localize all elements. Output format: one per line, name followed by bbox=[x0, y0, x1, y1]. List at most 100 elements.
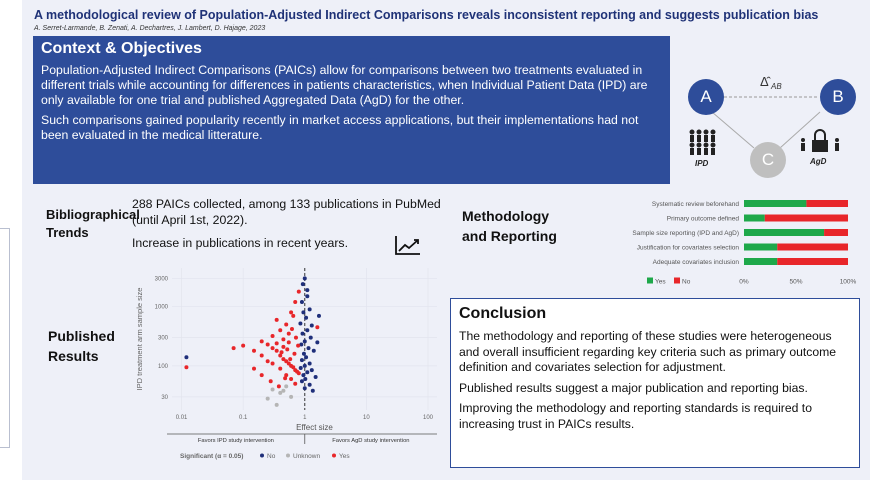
point-yes bbox=[281, 357, 286, 362]
conclusion-box: Conclusion The methodology and reporting… bbox=[450, 298, 860, 468]
link-ac bbox=[711, 111, 755, 149]
conclusion-paragraph-3: Improving the methodology and reporting … bbox=[459, 401, 812, 431]
point-unknown bbox=[265, 396, 270, 401]
bar-segment-no bbox=[777, 243, 848, 251]
point-unknown bbox=[278, 390, 283, 395]
y-tick-label: 100 bbox=[158, 364, 169, 370]
delta-subscript: AB bbox=[770, 82, 782, 91]
comparison-diagram: Δ̂ AB IPD AgD A B bbox=[672, 60, 862, 190]
y-tick-label: 300 bbox=[158, 336, 169, 342]
legend-label-no: No bbox=[682, 279, 691, 286]
point-yes bbox=[296, 289, 301, 294]
point-no bbox=[305, 294, 310, 299]
point-yes bbox=[286, 331, 291, 336]
point-yes bbox=[285, 347, 290, 352]
point-no bbox=[304, 355, 309, 360]
favors-left-label: Favors IPD study intervention bbox=[198, 438, 274, 444]
legend-marker-no bbox=[260, 453, 264, 458]
point-yes bbox=[288, 357, 293, 362]
point-no bbox=[298, 321, 303, 326]
favors-right-label: Favors AgD study intervention bbox=[332, 438, 409, 444]
legend-label-yes: Yes bbox=[339, 453, 350, 460]
trend-up-icon bbox=[395, 236, 420, 255]
legend-label-yes: Yes bbox=[655, 279, 666, 286]
point-no bbox=[302, 386, 307, 391]
point-yes bbox=[268, 379, 273, 384]
point-no bbox=[305, 328, 310, 333]
point-yes bbox=[296, 371, 301, 376]
point-yes bbox=[296, 343, 301, 348]
point-yes bbox=[259, 339, 264, 344]
point-yes bbox=[291, 365, 296, 370]
point-unknown bbox=[284, 384, 289, 389]
lock-icon bbox=[801, 129, 839, 152]
category-label: Sample size reporting (IPD and AgD) bbox=[632, 230, 739, 237]
point-yes bbox=[278, 328, 283, 333]
bar-segment-yes bbox=[744, 258, 778, 265]
point-yes bbox=[279, 350, 284, 355]
point-yes bbox=[259, 373, 264, 378]
category-label: Primary outcome defined bbox=[667, 216, 740, 223]
category-label: Justification for covariates selection bbox=[637, 245, 740, 252]
point-no bbox=[309, 368, 314, 373]
point-yes bbox=[291, 313, 296, 318]
point-no bbox=[301, 373, 306, 378]
point-no bbox=[299, 379, 304, 384]
bibliographical-trends-heading: Bibliographical Trends bbox=[46, 206, 140, 242]
tick-label: 100% bbox=[840, 279, 857, 286]
point-yes bbox=[270, 333, 275, 338]
legend-marker-unknown bbox=[286, 453, 290, 458]
bib-text-2: Increase in publications in recent years… bbox=[132, 236, 348, 250]
point-yes bbox=[289, 377, 294, 382]
point-unknown bbox=[270, 387, 275, 392]
point-yes bbox=[278, 353, 283, 358]
conclusion-heading: Conclusion bbox=[459, 305, 547, 322]
point-yes bbox=[252, 366, 257, 371]
point-no bbox=[299, 299, 304, 304]
bar-segment-yes bbox=[744, 243, 778, 251]
methodology-heading: Methodology and Reporting bbox=[462, 206, 557, 246]
tick-label: 50% bbox=[789, 279, 802, 286]
point-unknown bbox=[289, 394, 294, 399]
point-no bbox=[299, 342, 304, 347]
point-yes bbox=[274, 348, 279, 353]
point-yes bbox=[274, 341, 279, 346]
point-yes bbox=[265, 359, 270, 364]
y-tick-label: 30 bbox=[161, 395, 168, 401]
conclusion-paragraph-2: Published results suggest a major public… bbox=[459, 380, 808, 395]
point-no bbox=[305, 288, 310, 293]
x-tick-label: 0.1 bbox=[239, 415, 248, 421]
point-no bbox=[310, 388, 315, 393]
point-no bbox=[302, 339, 307, 344]
point-yes bbox=[231, 346, 236, 351]
point-yes bbox=[252, 348, 257, 353]
point-yes bbox=[292, 351, 297, 356]
bib-text-1: 288 PAICs collected, among 133 publicati… bbox=[132, 197, 441, 227]
point-no bbox=[309, 323, 314, 328]
point-yes bbox=[281, 337, 286, 342]
legend-swatch-no bbox=[674, 277, 680, 284]
point-no bbox=[307, 307, 312, 312]
x-tick-label: 1 bbox=[303, 415, 307, 421]
point-yes bbox=[289, 310, 294, 315]
point-yes bbox=[270, 346, 275, 351]
meth-heading-line2: and Reporting bbox=[462, 228, 557, 244]
conclusion-paragraph-1: The methodology and reporting of these s… bbox=[459, 329, 837, 374]
pub-heading-line2: Results bbox=[48, 348, 99, 364]
point-no bbox=[303, 377, 308, 382]
point-no bbox=[302, 276, 307, 281]
point-yes bbox=[286, 340, 291, 345]
point-no bbox=[311, 348, 316, 353]
point-no bbox=[302, 363, 307, 368]
point-no bbox=[298, 366, 303, 371]
point-yes bbox=[241, 343, 246, 348]
poster-title: A methodological review of Population-Ad… bbox=[34, 8, 819, 22]
point-no bbox=[305, 370, 310, 375]
published-results-chart: 0.01 0.1 1 10 100 30 100 300 1000 3000 Effect size… bbox=[135, 268, 437, 460]
node-a: A bbox=[688, 79, 724, 115]
x-tick-label: 0.01 bbox=[176, 415, 188, 421]
context-heading: Context & Objectives bbox=[41, 40, 202, 57]
bar-segment-yes bbox=[744, 214, 765, 222]
point-yes bbox=[274, 317, 279, 322]
point-yes bbox=[265, 342, 270, 347]
